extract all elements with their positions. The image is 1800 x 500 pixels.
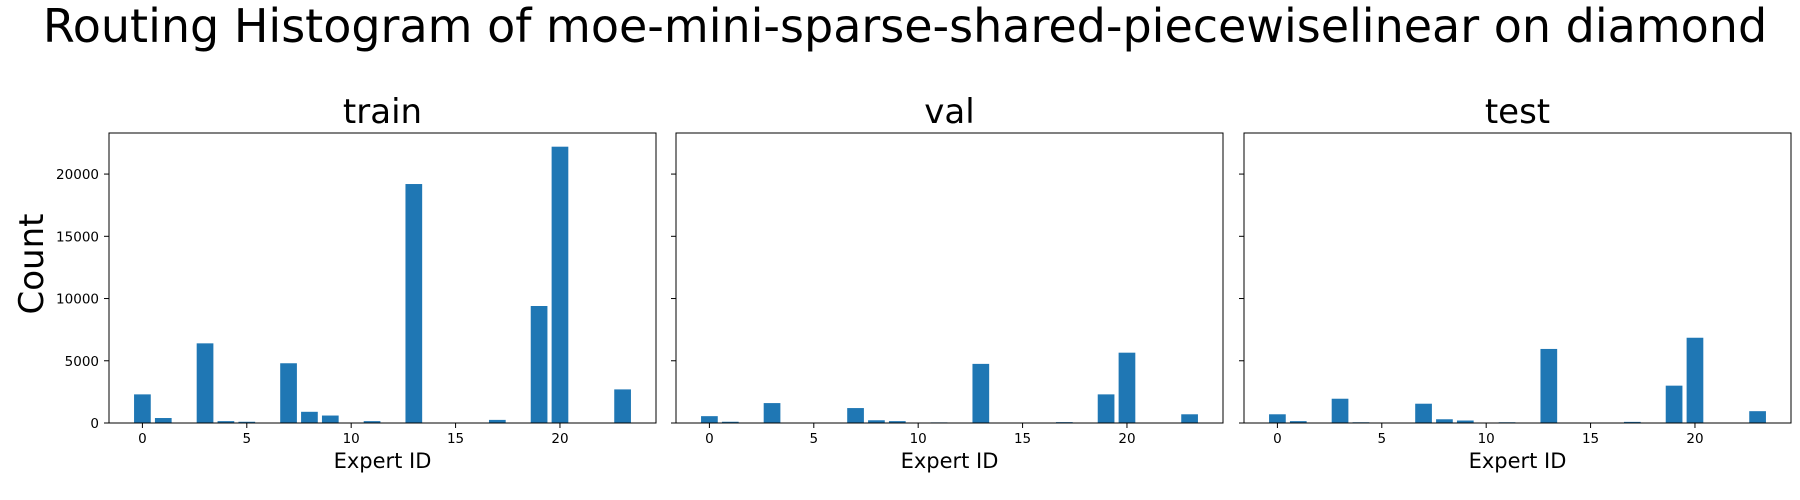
- x-axis-label: Expert ID: [1469, 449, 1567, 473]
- x-tick-label: 15: [1582, 431, 1599, 447]
- figure-title: Routing Histogram of moe-mini-sparse-sha…: [43, 0, 1767, 53]
- bar-expert-7: [847, 408, 864, 423]
- x-tick-label: 20: [551, 431, 568, 447]
- y-tick-label: 15000: [56, 229, 99, 245]
- bar-expert-13: [1540, 348, 1558, 423]
- panel-test: test 0 5 10 15 20 Expert ID: [1239, 92, 1792, 473]
- bar-expert-23: [1181, 414, 1198, 423]
- panel-title: test: [1485, 92, 1550, 132]
- x-tick-label: 15: [447, 431, 464, 447]
- y-tick-label: 0: [90, 416, 99, 432]
- panel-train: train 0 5 10 15 20 0 5000 10000 15000 20000 Expert …: [56, 92, 657, 473]
- x-axis-label: Expert ID: [901, 449, 999, 473]
- bar-expert-8: [301, 411, 318, 423]
- bar-expert-1: [1289, 421, 1307, 423]
- bar-expert-9: [1456, 420, 1474, 423]
- y-axis-label: Count: [12, 214, 52, 315]
- bar-expert-9: [888, 421, 906, 423]
- bar-expert-7: [1415, 403, 1432, 423]
- panel-val: val 0 5 10 15 20 Expert ID: [671, 92, 1224, 473]
- x-tick-label: 5: [809, 431, 818, 447]
- y-tick-label: 10000: [56, 292, 99, 308]
- bar-expert-17: [488, 419, 506, 423]
- bar-expert-13: [972, 363, 990, 423]
- panels: train 0 5 10 15 20 0 5000 10000 15000 20000 Expert …: [56, 92, 1792, 473]
- bar-expert-3: [196, 343, 214, 423]
- bar-expert-3: [1331, 398, 1349, 423]
- x-tick-label: 0: [1273, 431, 1282, 447]
- x-tick-label: 20: [1118, 431, 1135, 447]
- panel-title: val: [924, 92, 974, 132]
- x-tick-label: 5: [242, 431, 251, 447]
- x-tick-label: 0: [138, 431, 147, 447]
- bar-expert-8: [1436, 419, 1453, 423]
- bar-expert-23: [1749, 411, 1766, 423]
- bar-expert-23: [614, 389, 631, 423]
- y-tick-label: 5000: [65, 354, 99, 370]
- plot-frame: [108, 132, 657, 424]
- x-tick-label: 10: [343, 431, 360, 447]
- bar-expert-19: [1665, 385, 1683, 423]
- plot-frame: [675, 132, 1224, 424]
- x-tick-label: 10: [910, 431, 927, 447]
- bar-expert-20: [1686, 337, 1704, 423]
- bar-expert-19: [1097, 394, 1115, 423]
- bar-expert-4: [217, 421, 235, 423]
- plot-frame: [1243, 132, 1792, 424]
- bar-expert-3: [763, 403, 781, 423]
- bar-expert-11: [363, 421, 381, 423]
- bar-expert-1: [154, 418, 172, 423]
- bar-expert-0: [134, 394, 151, 423]
- panel-title: train: [343, 92, 422, 132]
- x-axis-label: Expert ID: [334, 449, 432, 473]
- y-tick-label: 20000: [56, 167, 99, 183]
- x-tick-label: 20: [1686, 431, 1703, 447]
- bar-expert-8: [868, 420, 885, 423]
- bar-expert-17: [1623, 421, 1641, 423]
- x-tick-label: 5: [1377, 431, 1386, 447]
- bar-expert-1: [721, 421, 739, 423]
- bar-expert-9: [321, 415, 339, 423]
- bar-expert-0: [1269, 414, 1286, 423]
- bar-expert-20: [1118, 352, 1136, 423]
- x-tick-label: 15: [1014, 431, 1031, 447]
- bar-expert-19: [530, 306, 548, 423]
- bar-expert-7: [280, 363, 297, 423]
- x-tick-label: 10: [1478, 431, 1495, 447]
- x-tick-label: 0: [705, 431, 714, 447]
- bar-expert-20: [551, 146, 569, 424]
- bar-expert-0: [701, 416, 718, 423]
- bar-expert-13: [405, 184, 423, 423]
- bar-expert-5: [238, 421, 256, 423]
